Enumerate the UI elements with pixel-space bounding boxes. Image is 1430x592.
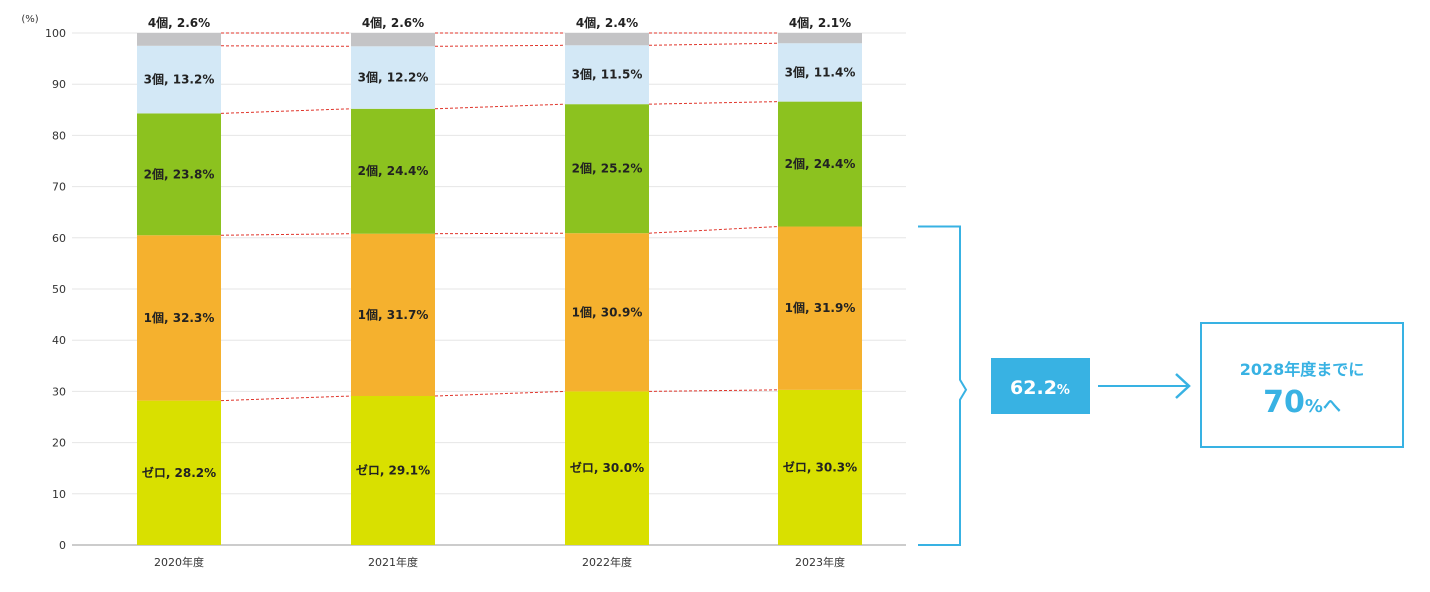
data-label: 1個, 32.3% bbox=[144, 310, 215, 325]
data-label: 3個, 13.2% bbox=[144, 72, 215, 87]
y-tick-label: 20 bbox=[52, 437, 66, 450]
bar-segment-2-2022年度 bbox=[565, 233, 649, 392]
bar-segment-5-2020年度 bbox=[137, 33, 221, 46]
target-box bbox=[1200, 322, 1404, 448]
connector-line bbox=[434, 232, 566, 235]
y-tick-label: 80 bbox=[52, 129, 66, 142]
connector-line bbox=[434, 103, 566, 110]
bar-segment-4-2022年度 bbox=[565, 45, 649, 105]
y-tick-label: 0 bbox=[59, 539, 66, 552]
share-value-label: 62.2% bbox=[1010, 377, 1070, 399]
arrow-head bbox=[1175, 373, 1191, 399]
bracket bbox=[918, 225, 968, 546]
y-tick-label: 60 bbox=[52, 232, 66, 245]
connector-line bbox=[648, 42, 779, 46]
connector-line bbox=[220, 108, 352, 114]
target-value-label: 70%へ bbox=[1263, 385, 1341, 420]
data-label: ゼロ, 30.3% bbox=[783, 459, 857, 474]
bar-segment-5-2023年度 bbox=[778, 33, 862, 44]
bar-segment-2-2021年度 bbox=[351, 233, 435, 397]
target-label: 2028年度までに bbox=[1240, 360, 1365, 379]
data-label: 1個, 31.7% bbox=[358, 307, 429, 322]
bar-segment-2-2023年度 bbox=[778, 226, 862, 390]
connector-line bbox=[220, 233, 352, 236]
y-tick-label: 90 bbox=[52, 78, 66, 91]
y-tick-label: 50 bbox=[52, 283, 66, 296]
bar-segment-5-2022年度 bbox=[565, 33, 649, 46]
data-label: 1個, 30.9% bbox=[572, 304, 643, 319]
x-tick-label: 2021年度 bbox=[368, 555, 418, 569]
bar-segment-1-2023年度 bbox=[778, 389, 862, 545]
bar-segment-3-2023年度 bbox=[778, 101, 862, 227]
data-label: 2個, 25.2% bbox=[572, 161, 643, 176]
connector-line bbox=[434, 44, 566, 47]
connector-line bbox=[220, 395, 352, 402]
data-label: 3個, 12.2% bbox=[358, 70, 429, 85]
x-tick-label: 2023年度 bbox=[795, 555, 845, 569]
data-label: 4個, 2.6% bbox=[148, 15, 210, 30]
bar-segment-5-2021年度 bbox=[351, 33, 435, 47]
y-tick-label: 40 bbox=[52, 334, 66, 347]
data-label: 3個, 11.5% bbox=[572, 67, 643, 82]
data-label: ゼロ, 30.0% bbox=[570, 460, 644, 475]
connector-line bbox=[220, 45, 352, 47]
y-tick-label: 10 bbox=[52, 488, 66, 501]
connector-line bbox=[434, 390, 566, 397]
share-value-box bbox=[991, 358, 1090, 414]
bar-segment-3-2022年度 bbox=[565, 104, 649, 234]
data-label: ゼロ, 29.1% bbox=[356, 463, 430, 478]
bar-segment-1-2020年度 bbox=[137, 400, 221, 545]
data-label: ゼロ, 28.2% bbox=[142, 465, 216, 480]
y-unit-label: (%) bbox=[21, 14, 38, 25]
data-label: 1個, 31.9% bbox=[785, 300, 856, 315]
bar-segment-4-2021年度 bbox=[351, 46, 435, 109]
data-label: 2個, 24.4% bbox=[785, 156, 856, 171]
bar-segment-3-2021年度 bbox=[351, 108, 435, 234]
data-label: 3個, 11.4% bbox=[785, 64, 856, 79]
bar-segment-2-2020年度 bbox=[137, 235, 221, 401]
x-tick-label: 2022年度 bbox=[582, 555, 632, 569]
bar-segment-4-2020年度 bbox=[137, 45, 221, 114]
data-label: 4個, 2.1% bbox=[789, 15, 851, 30]
y-tick-label: 100 bbox=[45, 27, 66, 40]
bar-segment-4-2023年度 bbox=[778, 43, 862, 102]
connector-line bbox=[648, 389, 779, 392]
data-label: 4個, 2.6% bbox=[362, 15, 424, 30]
y-tick-label: 30 bbox=[52, 385, 66, 398]
bar-segment-3-2020年度 bbox=[137, 113, 221, 236]
data-label: 2個, 24.4% bbox=[358, 163, 429, 178]
connector-line bbox=[648, 226, 779, 234]
x-tick-label: 2020年度 bbox=[154, 555, 204, 569]
connector-line bbox=[648, 101, 779, 105]
data-label: 4個, 2.4% bbox=[576, 15, 638, 30]
bar-segment-1-2021年度 bbox=[351, 396, 435, 545]
y-tick-label: 70 bbox=[52, 181, 66, 194]
data-label: 2個, 23.8% bbox=[144, 166, 215, 181]
bar-segment-1-2022年度 bbox=[565, 391, 649, 545]
